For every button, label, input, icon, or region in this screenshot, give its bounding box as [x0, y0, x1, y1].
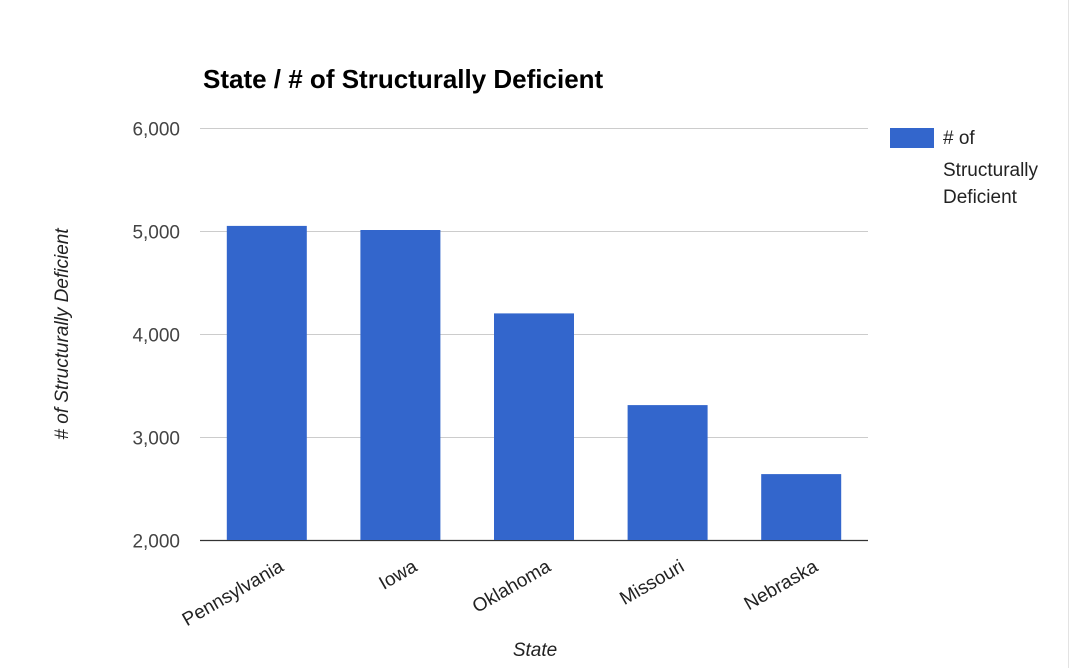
x-tick-label-oklahoma: Oklahoma [469, 556, 555, 618]
y-tick-label: 4,000 [132, 326, 180, 347]
legend[interactable]: # of Structurally Deficient [890, 128, 1039, 208]
y-tick-label: 2,000 [132, 532, 180, 553]
panel-border [1068, 0, 1069, 668]
bar-nebraska[interactable] [761, 474, 842, 540]
y-tick-label: 5,000 [132, 223, 180, 244]
chart-title: State / # of Structurally Deficient [203, 64, 604, 94]
bar-oklahoma[interactable] [494, 313, 574, 540]
y-tick-label: 6,000 [132, 120, 180, 141]
legend-label-line-3: Deficient [943, 187, 1018, 208]
x-tick-label-pennsylvania: Pennsylvania [179, 556, 288, 631]
x-tick-label-nebraska: Nebraska [741, 556, 822, 615]
x-axis-title: State [513, 640, 557, 661]
y-tick-label: 3,000 [132, 429, 180, 450]
legend-swatch [890, 128, 934, 148]
bar-iowa[interactable] [360, 230, 441, 540]
bar-pennsylvania[interactable] [226, 225, 307, 540]
legend-label-line-1: # of [943, 128, 975, 149]
legend-label-line-2: Structurally [943, 160, 1039, 181]
x-tick-label-missouri: Missouri [616, 556, 688, 610]
x-tick-label-iowa: Iowa [376, 556, 422, 594]
y-axis-title: # of Structurally Deficient [52, 228, 73, 440]
bars [226, 225, 842, 540]
y-axis-tick-labels: 2,000 3,000 4,000 5,000 6,000 [132, 120, 180, 553]
bar-missouri[interactable] [627, 405, 708, 540]
x-axis-tick-labels: Pennsylvania Iowa Oklahoma Missouri Nebraska [179, 556, 822, 631]
